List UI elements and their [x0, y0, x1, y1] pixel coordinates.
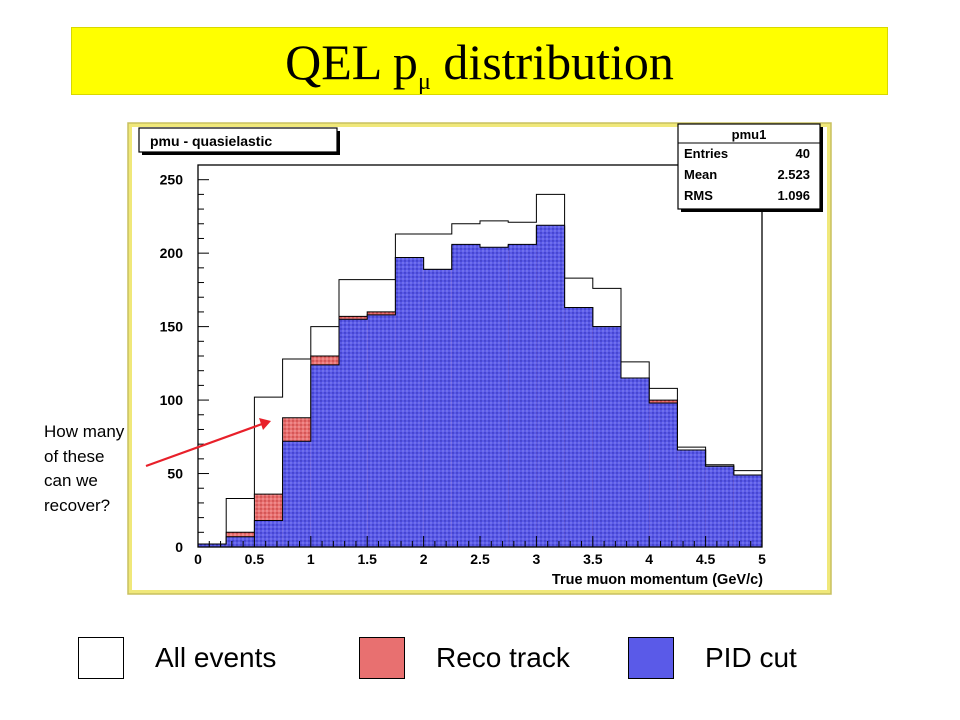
bar-pid-cut [254, 520, 283, 547]
bar-pid-cut [649, 403, 678, 547]
bar-pid-cut [536, 225, 565, 547]
annotation-line: How many [44, 422, 125, 441]
bar-pid-cut [564, 307, 593, 547]
annotation-line: of these [44, 446, 105, 466]
x-tick-label: 3 [533, 551, 541, 567]
bar-pid-cut [423, 269, 452, 547]
legend-swatch-pid-cut [628, 637, 674, 679]
x-tick-label: 0 [194, 551, 202, 567]
annotation-line: recover? [44, 495, 111, 515]
bar-pid-cut [198, 544, 227, 547]
bar-pid-cut [480, 247, 509, 547]
bar-pid-cut [339, 319, 368, 547]
slide-title-main: QEL p [285, 34, 418, 90]
slide-title-bar: QEL pμ distribution [71, 27, 888, 95]
legend-swatch-reco-track [359, 637, 405, 679]
hist-title-box: pmu - quasielastic [138, 127, 340, 155]
legend-swatch-all-events [78, 637, 124, 679]
stats-value-rms: 1.096 [777, 188, 810, 203]
bar-pid-cut [677, 450, 706, 547]
stats-label-mean: Mean [684, 167, 717, 182]
y-tick-label: 150 [160, 319, 184, 335]
y-tick-label: 250 [160, 172, 184, 188]
bar-pid-cut [226, 536, 255, 547]
legend-label-reco-track: Reco track [436, 642, 570, 673]
hist-title: pmu - quasielastic [150, 133, 272, 149]
y-tick-label: 50 [167, 466, 183, 482]
legend-label-all-events: All events [155, 642, 277, 673]
bar-pid-cut [282, 441, 311, 547]
x-tick-label: 5 [758, 551, 766, 567]
y-tick-label: 0 [175, 539, 183, 555]
stats-label-entries: Entries [684, 146, 728, 161]
x-tick-label: 3.5 [583, 551, 603, 567]
bar-pid-cut [367, 314, 396, 547]
stats-label-rms: RMS [684, 188, 713, 203]
bar-pid-cut [451, 244, 480, 548]
slide-title: QEL pμ distribution [285, 34, 674, 95]
bar-pid-cut [621, 378, 650, 547]
stats-name: pmu1 [732, 127, 767, 142]
annotation-arrowhead [259, 418, 271, 430]
annotation-arrow [145, 422, 263, 468]
legend-label-pid-cut: PID cut [705, 642, 797, 673]
annotation-text: How many of these can we recover? [44, 420, 154, 518]
x-tick-label: 4.5 [696, 551, 716, 567]
stats-value-entries: 40 [796, 146, 810, 161]
annotation-line: can we [44, 471, 98, 490]
bar-pid-cut [592, 326, 621, 547]
y-tick-label: 100 [160, 392, 184, 408]
bar-pid-cut [705, 466, 734, 547]
x-tick-label: 1.5 [357, 551, 377, 567]
slide-title-tail: distribution [430, 34, 674, 90]
bar-pid-cut [310, 364, 339, 547]
stats-box: pmu1 Entries 40 Mean 2.523 RMS 1.096 [677, 123, 823, 212]
x-tick-label: 1 [307, 551, 315, 567]
slide-title-subscript: μ [417, 69, 431, 95]
x-tick-label: 0.5 [245, 551, 265, 567]
x-axis-title: True muon momentum (GeV/c) [552, 572, 763, 588]
stats-value-mean: 2.523 [777, 167, 810, 182]
y-tick-label: 200 [160, 245, 184, 261]
bar-pid-cut [508, 244, 537, 548]
x-tick-label: 2.5 [470, 551, 490, 567]
x-tick-label: 4 [645, 551, 653, 567]
bar-pid-cut [733, 475, 762, 547]
x-tick-label: 2 [420, 551, 428, 567]
bar-pid-cut-outline [197, 224, 763, 547]
bar-pid-cut [395, 257, 424, 547]
